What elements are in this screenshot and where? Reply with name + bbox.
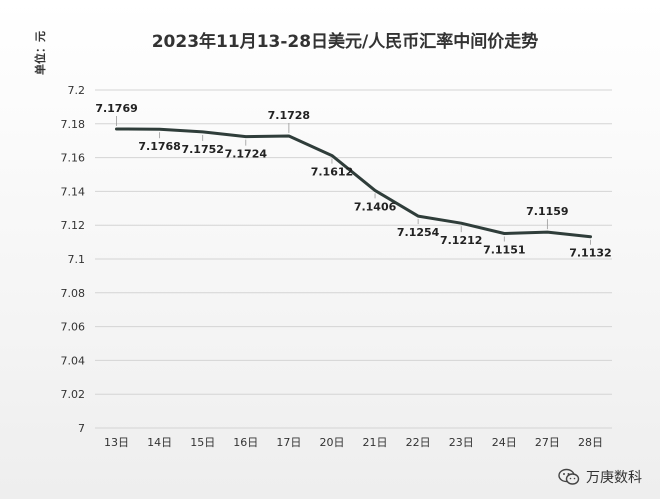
data-label: 7.1132 xyxy=(569,247,611,260)
x-tick-label: 28日 xyxy=(578,436,603,449)
y-tick-label: 7.1 xyxy=(68,253,86,266)
y-tick-label: 7.14 xyxy=(61,185,86,198)
data-label: 7.1159 xyxy=(526,205,568,218)
x-tick-label: 24日 xyxy=(492,436,517,449)
x-tick-label: 16日 xyxy=(233,436,258,449)
y-tick-label: 7.16 xyxy=(61,152,86,165)
chart-title: 2023年11月13-28日美元/人民币汇率中间价走势 xyxy=(152,31,539,52)
x-tick-label: 20日 xyxy=(319,436,344,449)
data-label: 7.1752 xyxy=(181,143,223,156)
x-tick-label: 13日 xyxy=(104,436,129,449)
y-tick-label: 7.02 xyxy=(61,388,86,401)
x-tick-label: 22日 xyxy=(406,436,431,449)
data-label: 7.1406 xyxy=(354,200,397,213)
y-axis-ticks: 7 7.02 7.04 7.06 7.08 7.1 7.12 7.14 7.16 7.18 7.2 xyxy=(61,84,86,435)
y-tick-label: 7 xyxy=(78,422,85,435)
data-label: 7.1612 xyxy=(311,166,353,179)
series-line-usd-cny xyxy=(115,127,592,239)
gridlines xyxy=(95,89,612,429)
x-tick-label: 21日 xyxy=(363,436,388,449)
y-tick-label: 7.12 xyxy=(61,219,86,232)
data-label-leaders xyxy=(116,116,591,245)
data-label: 7.1768 xyxy=(138,140,180,153)
x-tick-label: 27日 xyxy=(535,436,560,449)
y-tick-label: 7.04 xyxy=(61,354,86,367)
watermark-text: 万庚数科 xyxy=(586,470,642,486)
data-labels: 7.1769 7.1768 7.1752 7.1724 7.1728 7.1612 7.14… xyxy=(95,102,611,260)
y-tick-label: 7.08 xyxy=(61,287,86,300)
watermark: 万庚数科 xyxy=(558,467,642,487)
data-label: 7.1769 xyxy=(95,102,137,115)
data-label: 7.1254 xyxy=(397,226,440,239)
y-axis-unit-label: 单位：元 xyxy=(33,31,47,75)
x-tick-label: 17日 xyxy=(276,436,301,449)
x-tick-label: 23日 xyxy=(449,436,474,449)
x-tick-label: 15日 xyxy=(190,436,215,449)
data-label: 7.1728 xyxy=(268,109,310,122)
data-label: 7.1212 xyxy=(440,234,482,247)
y-tick-label: 7.2 xyxy=(68,84,86,97)
y-tick-label: 7.18 xyxy=(61,118,86,131)
data-label: 7.1151 xyxy=(483,243,525,256)
data-label: 7.1724 xyxy=(225,148,268,161)
y-tick-label: 7.06 xyxy=(61,321,86,334)
x-tick-label: 14日 xyxy=(147,436,172,449)
wechat-icon xyxy=(558,468,580,485)
x-axis-ticks: 13日 14日 15日 16日 17日 20日 21日 22日 23日 24日 27日 28日 xyxy=(104,436,603,449)
